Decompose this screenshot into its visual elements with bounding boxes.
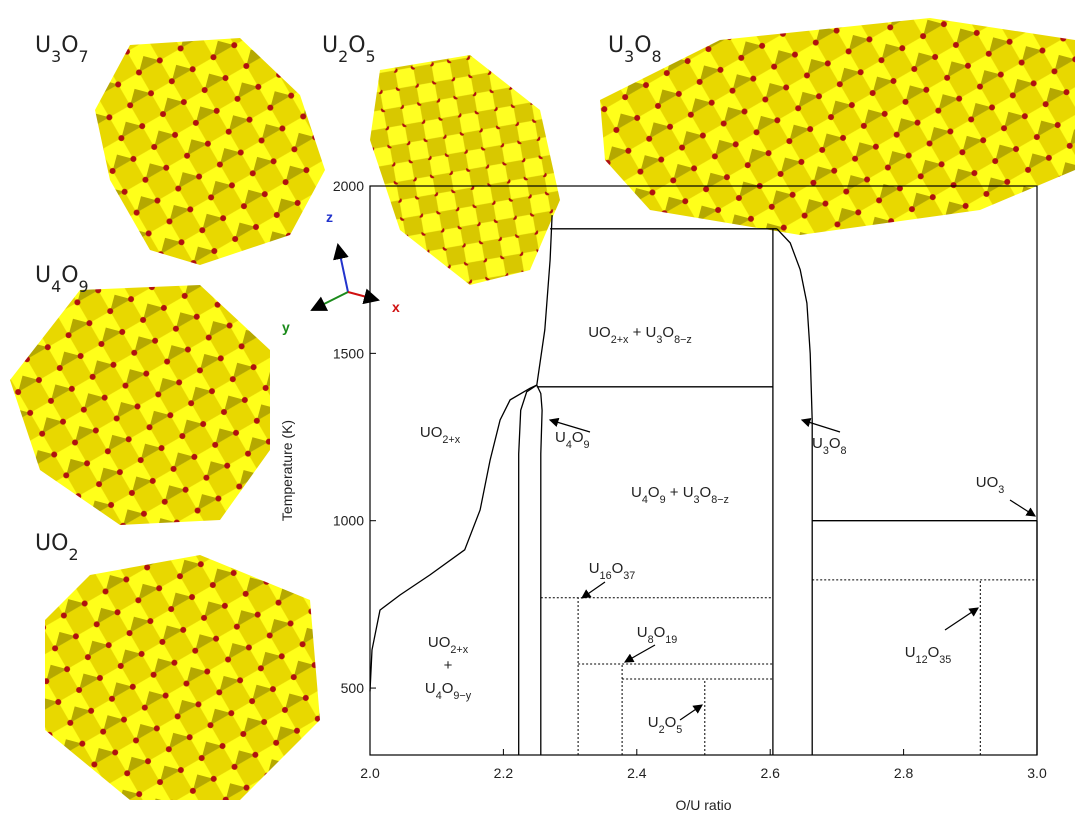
x-tick-label: 2.4	[627, 765, 647, 781]
phase-label: U12O35	[905, 644, 952, 666]
phase-label: U4O9−y	[425, 680, 472, 702]
phase-label: U16O37	[589, 560, 636, 582]
phase-label: U4O9	[555, 429, 590, 451]
structure-label: U2O5	[322, 33, 376, 66]
triad-y	[312, 292, 348, 310]
triad-label: x	[392, 299, 400, 315]
x-axis-label: O/U ratio	[675, 797, 731, 813]
structure-image	[95, 38, 325, 265]
structure-image	[370, 55, 560, 285]
phase-boundary	[777, 229, 812, 755]
y-tick-label: 1500	[333, 345, 364, 361]
triad-z	[338, 245, 348, 292]
phase-label: U2O5	[648, 714, 683, 736]
triad-x	[348, 292, 378, 300]
phase-label: UO2+x	[428, 634, 469, 656]
structure-image	[600, 18, 1075, 235]
phase-label: +	[444, 657, 453, 674]
structure-label: U3O8	[608, 33, 662, 66]
phase-label: U3O8	[812, 435, 847, 457]
phase-boundary	[370, 215, 552, 691]
structure-image	[10, 285, 270, 525]
y-tick-label: 1000	[333, 513, 364, 529]
y-tick-label: 2000	[333, 178, 364, 194]
x-tick-label: 2.8	[894, 765, 914, 781]
x-tick-label: 2.6	[760, 765, 780, 781]
phase-label: U8O19	[637, 624, 678, 646]
figure: 2.0 2.2 2.4 2.6 2.8 3.0 500 1000 1500 2000 O/U rat…	[0, 0, 1085, 817]
x-tick-label: 3.0	[1027, 765, 1047, 781]
x-tick-label: 2.2	[494, 765, 514, 781]
structure-label: UO2	[35, 531, 79, 564]
y-tick-label: 500	[341, 680, 365, 696]
y-axis-label: Temperature (K)	[279, 420, 295, 521]
structure-label: U3O7	[35, 33, 89, 66]
phase-label: UO2+x + U3O8−z	[588, 324, 692, 346]
phase-label: UO2+x	[420, 424, 461, 446]
phase-boundary	[519, 385, 537, 755]
triad-label: z	[326, 209, 333, 225]
phase-label: U4O9 + U3O8−z	[631, 484, 729, 506]
x-tick-label: 2.0	[360, 765, 380, 781]
page: 2.0 2.2 2.4 2.6 2.8 3.0 500 1000 1500 2000 O/U rat…	[0, 0, 1085, 817]
phase-boundary	[537, 385, 542, 755]
structure-image	[45, 555, 320, 800]
triad-label: y	[282, 319, 290, 335]
structure-label: U4O9	[35, 263, 89, 296]
phase-label: UO3	[976, 474, 1005, 496]
